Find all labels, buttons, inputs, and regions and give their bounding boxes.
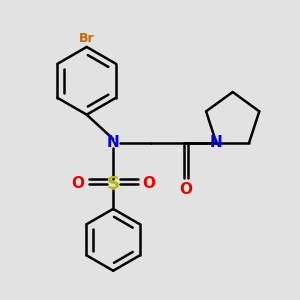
Text: O: O — [142, 176, 156, 191]
Text: S: S — [107, 175, 120, 193]
Text: N: N — [210, 135, 223, 150]
Text: O: O — [179, 182, 192, 196]
Text: N: N — [107, 135, 120, 150]
Text: O: O — [71, 176, 84, 191]
Text: Br: Br — [79, 32, 94, 46]
